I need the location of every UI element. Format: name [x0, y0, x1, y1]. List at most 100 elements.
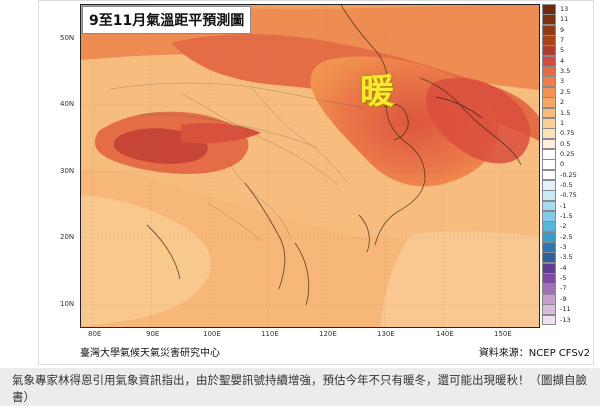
legend-tick-label: 1 [560, 118, 565, 127]
legend-swatch [542, 128, 556, 140]
legend-swatch [542, 138, 556, 150]
legend-swatch [542, 190, 556, 202]
research-center-credit: 臺灣大學氣候天氣災害研究中心 [80, 348, 220, 359]
lon-label-140e: 140E [436, 330, 454, 338]
legend-swatch [542, 14, 556, 26]
legend-swatch [542, 252, 556, 264]
legend-tick-label: 2 [560, 98, 565, 107]
legend-swatch [542, 55, 556, 67]
legend-tick-label: -3 [560, 243, 567, 252]
graticule [81, 5, 539, 327]
legend-tick-label: -0.25 [560, 170, 577, 179]
legend-swatch [542, 4, 556, 15]
pacific-mild-zone [381, 231, 539, 327]
legend-tick-label: -2.5 [560, 232, 573, 241]
legend-swatch [542, 86, 556, 98]
legend-swatch [542, 293, 556, 305]
legend-tick-label: -5 [560, 274, 567, 283]
legend-swatch [542, 159, 556, 171]
legend-tick-label: 7 [560, 36, 565, 45]
legend-swatch [542, 148, 556, 160]
legend-tick-label: 13 [560, 5, 569, 13]
japan-arc-line [419, 77, 522, 166]
data-source-credit: 資料來源：NCEP CFSv2 [478, 348, 590, 359]
legend-tick-label: 2.5 [560, 87, 571, 96]
legend-tick-label: -0.5 [560, 180, 573, 189]
japan-warm-peak [425, 77, 531, 164]
legend-tick-label: -2 [560, 222, 567, 231]
lat-label-50n: 50N [60, 34, 75, 42]
legend-tick-label: -1.5 [560, 212, 573, 220]
legend-tick-label: -0.75 [560, 191, 577, 200]
legend-swatch [542, 117, 556, 129]
central-warm-patch [181, 122, 261, 144]
anomaly-map-svg [81, 5, 539, 327]
lon-label-150e: 150E [494, 330, 512, 338]
coastline-outlines [146, 5, 522, 306]
lat-label-30n: 30N [60, 167, 75, 175]
legend-swatch [542, 304, 556, 315]
indochina-line [244, 182, 286, 290]
legend-swatch [542, 24, 556, 36]
legend-tick-label: -3.5 [560, 253, 573, 262]
lon-label-120e: 120E [319, 330, 337, 338]
india-coast-line [146, 224, 181, 280]
legend-swatch [542, 262, 556, 274]
warm-highlight-label: 暖 [360, 72, 394, 112]
legend-swatch [542, 66, 556, 77]
legend-swatch [542, 314, 556, 326]
legend-tick-label: 3 [560, 77, 565, 86]
lon-label-80e: 80E [88, 330, 102, 338]
legend-swatch [542, 107, 556, 119]
legend-swatch [542, 169, 556, 181]
legend-swatch [542, 45, 556, 57]
legend-tick-label: 0 [560, 160, 565, 169]
legend-swatch [542, 179, 556, 191]
legend-tick-label: 0.5 [560, 139, 571, 148]
lon-label-110e: 110E [261, 330, 279, 338]
legend-tick-label: 0.75 [560, 129, 575, 138]
lon-label-100e: 100E [203, 330, 221, 338]
legend-tick-label: 11 [560, 15, 569, 24]
photo-caption: 氣象專家林得恩引用氣象資訊指出，由於聖嬰訊號持續增強，預估今年不只有暖冬，還可能… [0, 368, 600, 406]
legend-swatch [542, 35, 556, 46]
legend-tick-label: 9 [560, 25, 565, 34]
legend-tick-label: -1 [560, 201, 567, 210]
legend-swatch [542, 211, 556, 222]
china-coast-line [340, 5, 426, 246]
country-borders [110, 82, 368, 242]
image-credit-line: 臺灣大學氣候天氣災害研究中心 資料來源：NCEP CFSv2 [80, 344, 590, 360]
legend-tick-label: 5 [560, 46, 565, 55]
legend-swatch [542, 221, 556, 233]
lat-label-10n: 10N [60, 300, 75, 308]
temperature-anomaly-legend: 13 11 9 7 5 4 3.5 3 2.5 2 1.5 1 0.75 0.5 0.25 0 -0.25 -0.… [542, 4, 594, 326]
legend-tick-label: 3.5 [560, 67, 571, 76]
lon-label-90e: 90E [146, 330, 160, 338]
malay-line [294, 242, 310, 306]
legend-tick-label: 4 [560, 56, 565, 65]
legend-tick-label: -9 [560, 294, 567, 303]
lat-label-40n: 40N [60, 100, 75, 108]
legend-swatch [542, 231, 556, 243]
lon-label-130e: 130E [377, 330, 395, 338]
legend-swatch [542, 273, 556, 284]
legend-tick-label: -4 [560, 263, 567, 272]
legend-tick-label: -13 [560, 315, 571, 324]
indian-ocean-mild-zone [81, 195, 212, 327]
japan-inner-line [435, 96, 483, 119]
legend-tick-label: 0.25 [560, 149, 575, 158]
legend-swatch [542, 97, 556, 108]
temperature-anomaly-map [80, 4, 540, 328]
map-title: 9至11月氣溫距平預測圖 [82, 6, 252, 34]
legend-swatch [542, 200, 556, 212]
korea-line [383, 104, 409, 141]
lat-label-20n: 20N [60, 233, 75, 241]
taiwan-line [358, 214, 370, 253]
legend-swatch [542, 283, 556, 295]
legend-tick-label: -7 [560, 284, 567, 293]
caption-text: 氣象專家林得恩引用氣象資訊指出，由於聖嬰訊號持續增強，預估今年不只有暖冬，還可能… [12, 373, 587, 404]
legend-tick-label: -11 [560, 305, 571, 314]
legend-swatch [542, 242, 556, 253]
legend-tick-label: 1.5 [560, 108, 571, 117]
legend-swatch [542, 76, 556, 88]
